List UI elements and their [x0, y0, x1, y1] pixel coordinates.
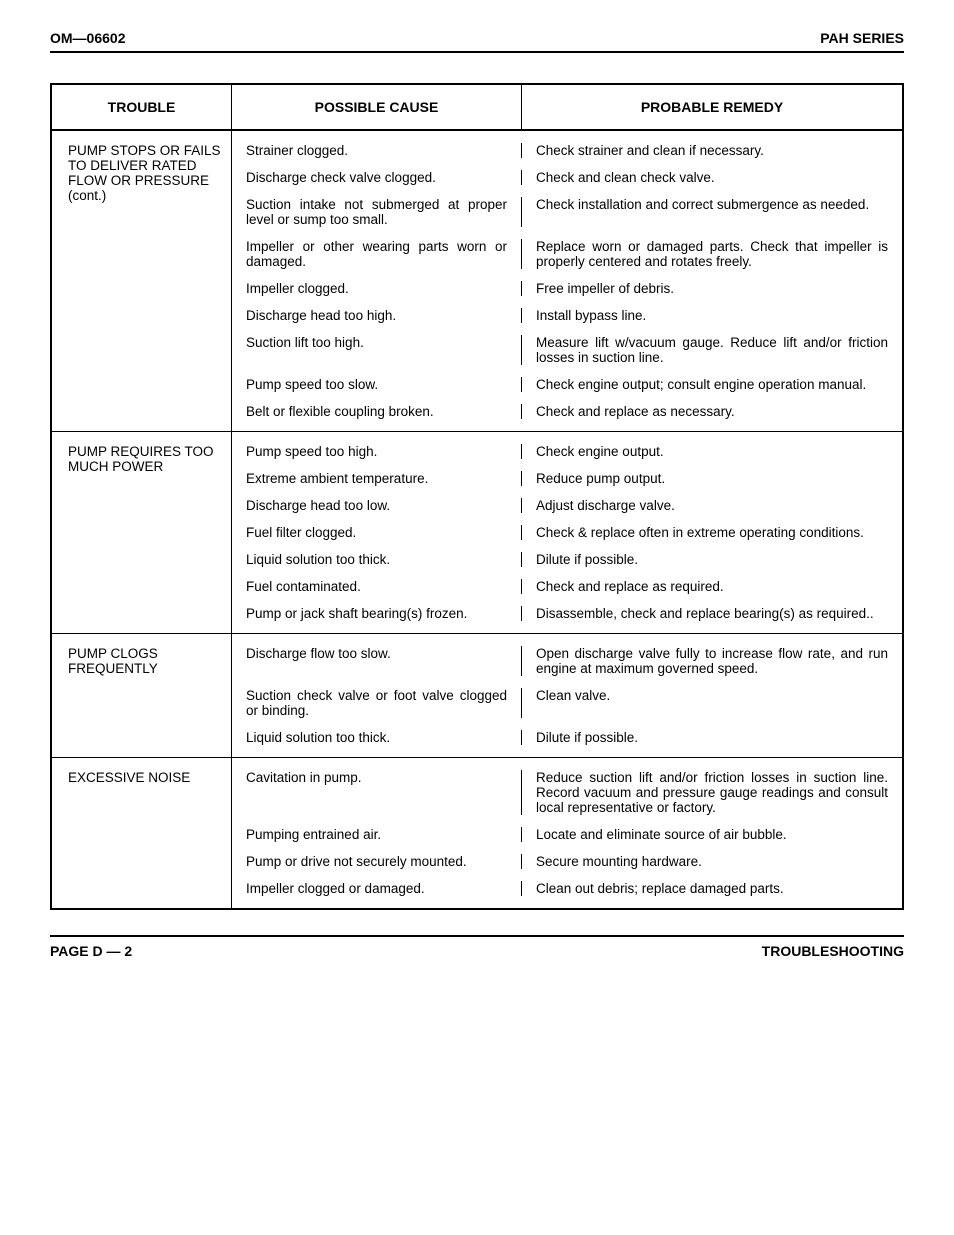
rows-container: Pump speed too high.Check engine output.…: [232, 432, 902, 633]
table-section: PUMP CLOGS FREQUENTLYDischarge flow too …: [52, 634, 902, 758]
cause-cell: Discharge head too low.: [232, 498, 522, 513]
cause-cell: Fuel contaminated.: [232, 579, 522, 594]
cause-cell: Suction lift too high.: [232, 335, 522, 365]
remedy-cell: Check engine output; consult en­gine ope…: [522, 377, 902, 392]
rows-container: Strainer clogged.Check strainer and clea…: [232, 131, 902, 431]
remedy-cell: Adjust discharge valve.: [522, 498, 902, 513]
cause-cell: Discharge head too high.: [232, 308, 522, 323]
remedy-cell: Dilute if possible.: [522, 730, 902, 745]
table-row: Strainer clogged.Check strainer and clea…: [232, 131, 902, 164]
table-row: Discharge check valve clogged.Check and …: [232, 164, 902, 191]
remedy-cell: Replace worn or damaged parts. Check tha…: [522, 239, 902, 269]
table-row: Pump or jack shaft bearing(s) frozen.Dis…: [232, 600, 902, 633]
header-series: PAH SERIES: [820, 30, 904, 46]
th-remedy: PROBABLE REMEDY: [522, 85, 902, 129]
table-row: Fuel filter clogged.Check & replace ofte…: [232, 519, 902, 546]
rows-container: Cavitation in pump.Reduce suction lift a…: [232, 758, 902, 908]
page-header: OM—06602 PAH SERIES: [50, 30, 904, 53]
footer-section: TROUBLESHOOTING: [762, 943, 904, 959]
cause-cell: Suction intake not submerged at proper l…: [232, 197, 522, 227]
remedy-cell: Reduce pump output.: [522, 471, 902, 486]
remedy-cell: Clean out debris; replace damaged parts.: [522, 881, 902, 896]
remedy-cell: Measure lift w/vacuum gauge. Re­duce lif…: [522, 335, 902, 365]
table-row: Suction check valve or foot valve clogge…: [232, 682, 902, 724]
remedy-cell: Check and replace as necessary.: [522, 404, 902, 419]
cause-cell: Extreme ambient temperature.: [232, 471, 522, 486]
cause-cell: Fuel filter clogged.: [232, 525, 522, 540]
remedy-cell: Secure mounting hardware.: [522, 854, 902, 869]
cause-cell: Liquid solution too thick.: [232, 552, 522, 567]
cause-cell: Pump or jack shaft bearing(s) frozen.: [232, 606, 522, 621]
remedy-cell: Clean valve.: [522, 688, 902, 718]
cause-cell: Impeller or other wearing parts worn or …: [232, 239, 522, 269]
table-row: Extreme ambient temperature.Reduce pump …: [232, 465, 902, 492]
remedy-cell: Check engine output.: [522, 444, 902, 459]
remedy-cell: Check and clean check valve.: [522, 170, 902, 185]
remedy-cell: Install bypass line.: [522, 308, 902, 323]
table-row: Suction lift too high.Measure lift w/vac…: [232, 329, 902, 371]
th-trouble: TROUBLE: [52, 85, 232, 129]
table-row: Discharge head too high.Install bypass l…: [232, 302, 902, 329]
trouble-cell: PUMP CLOGS FREQUENTLY: [52, 634, 232, 757]
cause-cell: Pump speed too high.: [232, 444, 522, 459]
remedy-cell: Check strainer and clean if neces­sary.: [522, 143, 902, 158]
remedy-cell: Free impeller of debris.: [522, 281, 902, 296]
header-doc-id: OM—06602: [50, 30, 125, 46]
cause-cell: Pump or drive not securely mounted.: [232, 854, 522, 869]
rows-container: Discharge flow too slow.Open discharge v…: [232, 634, 902, 757]
cause-cell: Liquid solution too thick.: [232, 730, 522, 745]
table-row: Pumping entrained air.Locate and elimina…: [232, 821, 902, 848]
table-row: Discharge head too low.Adjust discharge …: [232, 492, 902, 519]
table-row: Belt or flexible coupling broken.Check a…: [232, 398, 902, 431]
remedy-cell: Check and replace as required.: [522, 579, 902, 594]
cause-cell: Pump speed too slow.: [232, 377, 522, 392]
trouble-cell: PUMP REQUIRES TOO MUCH POWER: [52, 432, 232, 633]
remedy-cell: Open discharge valve fully to in­crease …: [522, 646, 902, 676]
th-cause: POSSIBLE CAUSE: [232, 85, 522, 129]
remedy-cell: Dilute if possible.: [522, 552, 902, 567]
table-row: Pump speed too high.Check engine output.: [232, 432, 902, 465]
table-row: Discharge flow too slow.Open discharge v…: [232, 634, 902, 682]
cause-cell: Impeller clogged.: [232, 281, 522, 296]
table-row: Cavitation in pump.Reduce suction lift a…: [232, 758, 902, 821]
remedy-cell: Locate and eliminate source of air bubbl…: [522, 827, 902, 842]
cause-cell: Discharge check valve clogged.: [232, 170, 522, 185]
table-row: Liquid solution too thick.Dilute if poss…: [232, 724, 902, 757]
footer-page: PAGE D — 2: [50, 943, 132, 959]
table-row: Pump speed too slow.Check engine output;…: [232, 371, 902, 398]
table-body: PUMP STOPS OR FAILS TO DELIVER RATED FLO…: [52, 131, 902, 908]
cause-cell: Suction check valve or foot valve clogge…: [232, 688, 522, 718]
table-row: Fuel contaminated.Check and replace as r…: [232, 573, 902, 600]
page-footer: PAGE D — 2 TROUBLESHOOTING: [50, 935, 904, 959]
table-section: PUMP REQUIRES TOO MUCH POWERPump speed t…: [52, 432, 902, 634]
remedy-cell: Check installation and correct submergen…: [522, 197, 902, 227]
table-row: Impeller clogged.Free impeller of debris…: [232, 275, 902, 302]
table-row: Suction intake not submerged at proper l…: [232, 191, 902, 233]
cause-cell: Discharge flow too slow.: [232, 646, 522, 676]
table-section: EXCESSIVE NOISECavitation in pump.Reduce…: [52, 758, 902, 908]
table-section: PUMP STOPS OR FAILS TO DELIVER RATED FLO…: [52, 131, 902, 432]
remedy-cell: Check & replace often in extreme operati…: [522, 525, 902, 540]
cause-cell: Pumping entrained air.: [232, 827, 522, 842]
table-row: Liquid solution too thick.Dilute if poss…: [232, 546, 902, 573]
table-row: Impeller clogged or damaged.Clean out de…: [232, 875, 902, 908]
troubleshoot-table: TROUBLE POSSIBLE CAUSE PROBABLE REMEDY P…: [50, 83, 904, 910]
trouble-cell: EXCESSIVE NOISE: [52, 758, 232, 908]
cause-cell: Belt or flexible coupling broken.: [232, 404, 522, 419]
trouble-cell: PUMP STOPS OR FAILS TO DELIVER RATED FLO…: [52, 131, 232, 431]
cause-cell: Cavitation in pump.: [232, 770, 522, 815]
remedy-cell: Reduce suction lift and/or friction loss…: [522, 770, 902, 815]
cause-cell: Strainer clogged.: [232, 143, 522, 158]
table-header-row: TROUBLE POSSIBLE CAUSE PROBABLE REMEDY: [52, 85, 902, 131]
table-row: Pump or drive not securely mounted.Secur…: [232, 848, 902, 875]
remedy-cell: Disassemble, check and replace bearing(s…: [522, 606, 902, 621]
cause-cell: Impeller clogged or damaged.: [232, 881, 522, 896]
table-row: Impeller or other wearing parts worn or …: [232, 233, 902, 275]
